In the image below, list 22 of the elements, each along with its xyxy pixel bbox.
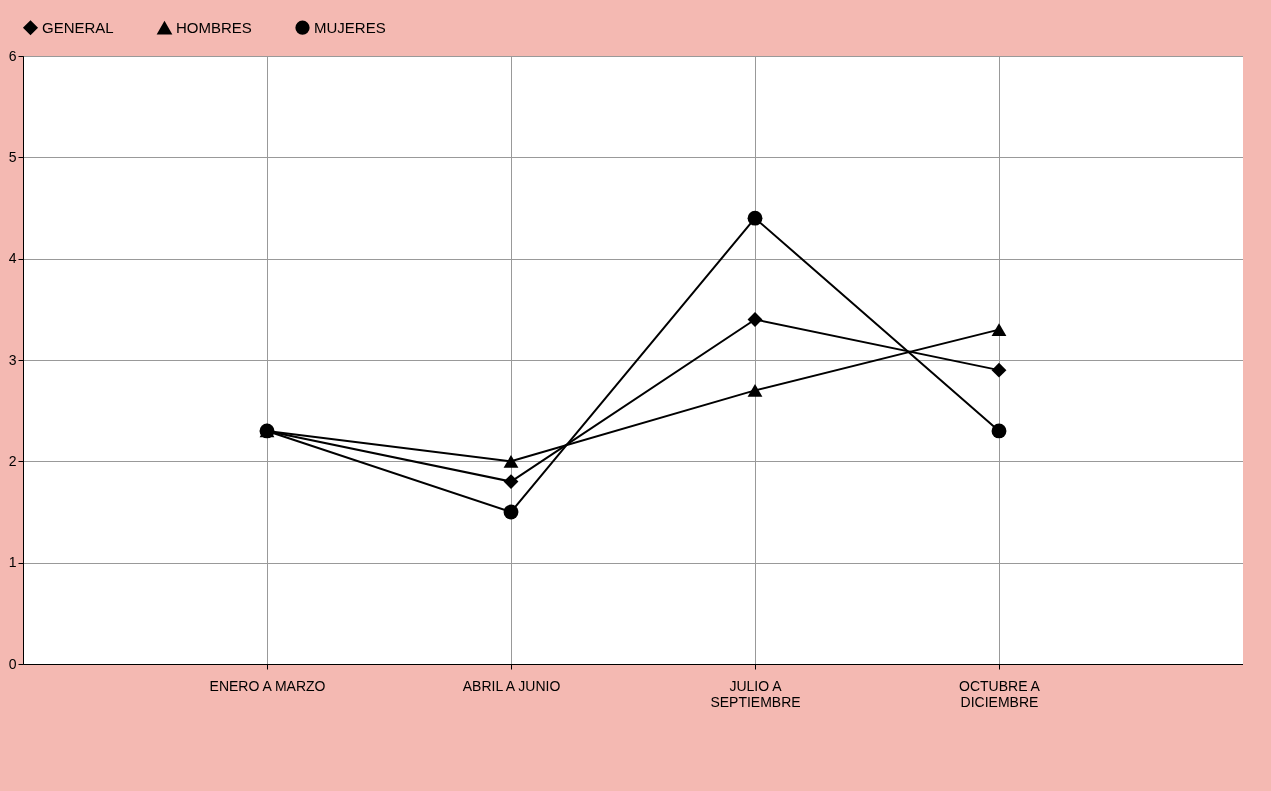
x-tick-label: ENERO A MARZO (209, 677, 326, 694)
y-tick-label: 3 (8, 351, 17, 368)
point (503, 454, 519, 468)
legend-label: MUJERES (314, 18, 386, 36)
point (503, 504, 519, 520)
point (503, 474, 519, 490)
y-tick-label: 2 (8, 452, 17, 469)
y-tick-label: 5 (8, 148, 17, 165)
point (991, 362, 1007, 378)
y-tick-label: 1 (8, 554, 17, 571)
legend-label: HOMBRES (176, 19, 252, 37)
legend-label: GENERAL (42, 18, 114, 36)
y-tick-label: 4 (8, 250, 17, 267)
point (991, 423, 1007, 439)
point (747, 383, 763, 397)
x-tick-label: ABRIL A JUNIO (462, 677, 561, 694)
point (991, 323, 1007, 337)
y-tick-label: 6 (8, 47, 17, 64)
x-tick-label: OCTUBRE A DICIEMBRE (959, 677, 1041, 710)
y-tick-label: 0 (8, 655, 17, 672)
point (747, 210, 763, 226)
x-tick-label: JULIO A SEPTIEMBRE (710, 677, 801, 710)
